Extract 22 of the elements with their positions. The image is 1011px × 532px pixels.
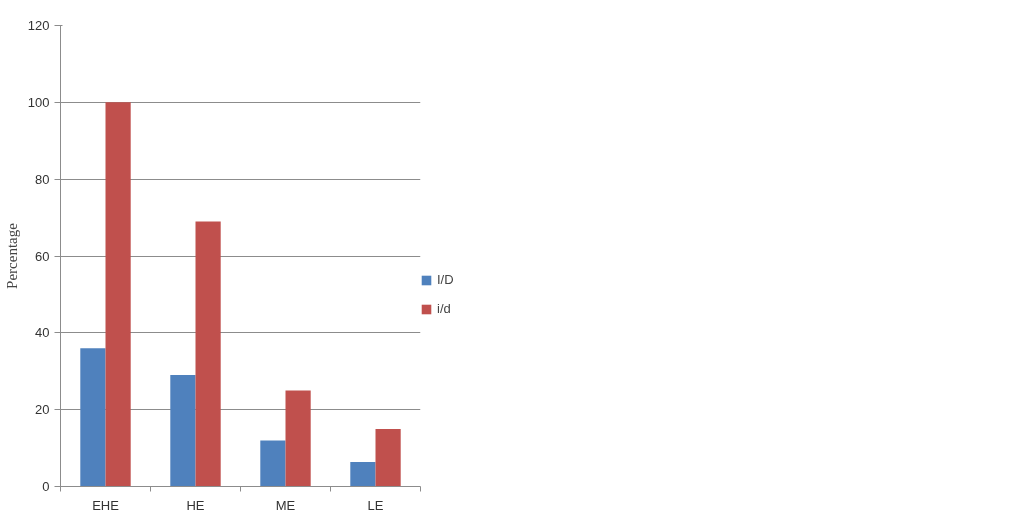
y-axis-title: Percentage: [3, 222, 20, 289]
x-tick-label: EHE: [92, 497, 120, 513]
bar: [375, 428, 401, 487]
legend-label: I/D: [437, 272, 455, 287]
x-tick-label: HE: [186, 497, 205, 513]
x-tick-label: LE: [367, 497, 384, 513]
legend-label: i/d: [437, 301, 452, 316]
y-tick-label: 60: [35, 248, 50, 264]
bar: [170, 375, 196, 487]
y-tick-label: 120: [27, 18, 50, 33]
y-tick-label: 20: [35, 402, 50, 418]
bar: [260, 440, 286, 487]
bar: [80, 348, 106, 487]
x-tick-label: ME: [275, 497, 296, 513]
y-tick-label: 100: [27, 94, 50, 110]
bar: [350, 461, 376, 487]
y-tick-label: 80: [35, 171, 50, 187]
bar: [105, 102, 131, 487]
y-tick-label: 0: [42, 479, 50, 494]
bar: [195, 221, 221, 487]
bar: [285, 390, 311, 487]
y-tick-label: 40: [35, 325, 50, 341]
